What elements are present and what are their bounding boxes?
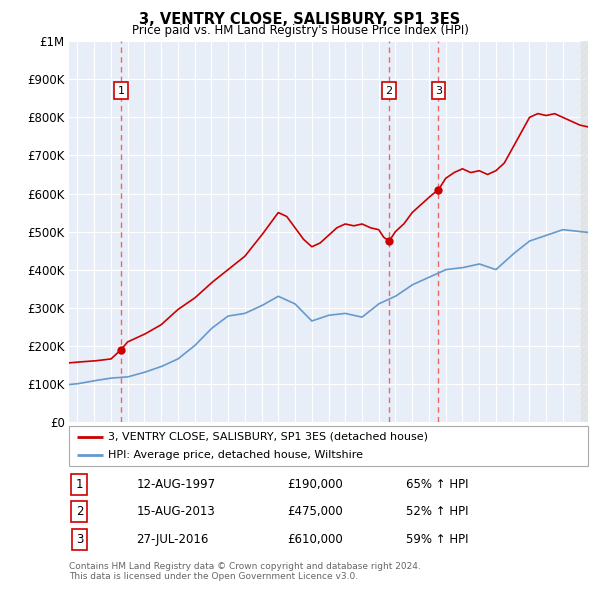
Text: HPI: Average price, detached house, Wiltshire: HPI: Average price, detached house, Wilt… [108, 450, 363, 460]
Text: 1: 1 [76, 478, 83, 491]
Text: 59% ↑ HPI: 59% ↑ HPI [406, 533, 469, 546]
Text: 52% ↑ HPI: 52% ↑ HPI [406, 505, 469, 519]
Text: 3, VENTRY CLOSE, SALISBURY, SP1 3ES (detached house): 3, VENTRY CLOSE, SALISBURY, SP1 3ES (det… [108, 432, 428, 442]
Text: Price paid vs. HM Land Registry's House Price Index (HPI): Price paid vs. HM Land Registry's House … [131, 24, 469, 37]
Text: 65% ↑ HPI: 65% ↑ HPI [406, 478, 469, 491]
Text: 27-JUL-2016: 27-JUL-2016 [136, 533, 209, 546]
Text: 3: 3 [76, 533, 83, 546]
Text: 3, VENTRY CLOSE, SALISBURY, SP1 3ES: 3, VENTRY CLOSE, SALISBURY, SP1 3ES [139, 12, 461, 27]
Text: 1: 1 [118, 86, 125, 96]
Text: This data is licensed under the Open Government Licence v3.0.: This data is licensed under the Open Gov… [69, 572, 358, 581]
Text: Contains HM Land Registry data © Crown copyright and database right 2024.: Contains HM Land Registry data © Crown c… [69, 562, 421, 571]
Text: 2: 2 [76, 505, 83, 519]
Text: £610,000: £610,000 [287, 533, 343, 546]
Text: £475,000: £475,000 [287, 505, 343, 519]
Text: 3: 3 [435, 86, 442, 96]
Text: £190,000: £190,000 [287, 478, 343, 491]
Text: 15-AUG-2013: 15-AUG-2013 [136, 505, 215, 519]
Text: 12-AUG-1997: 12-AUG-1997 [136, 478, 215, 491]
Text: 2: 2 [386, 86, 392, 96]
